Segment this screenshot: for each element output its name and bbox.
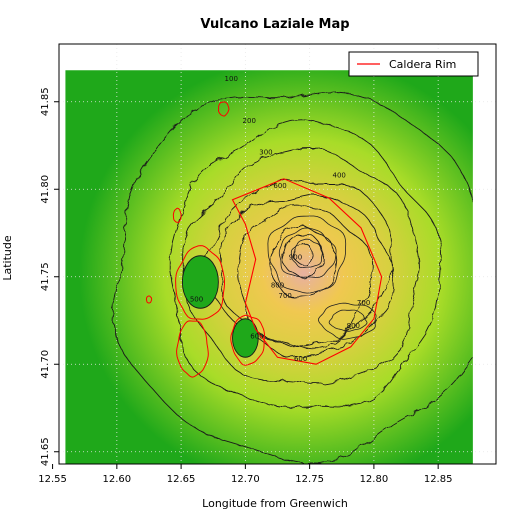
- contour-200: [169, 119, 442, 408]
- contour-label-900: 900: [289, 254, 302, 262]
- y-tick-label-0: 41.65: [40, 437, 51, 466]
- caldera-rim-ring-2: [176, 320, 209, 378]
- contour-label-extra-3: 800: [347, 322, 360, 330]
- contour-label-800: 800: [271, 282, 284, 290]
- caldera-rim-ring-1: [230, 314, 266, 366]
- legend: Caldera Rim: [348, 51, 479, 77]
- x-tick-label-2: 12.65: [167, 474, 196, 485]
- caldera-rim-ring-4: [172, 207, 182, 223]
- plot-frame: [58, 43, 497, 465]
- x-axis-label: Longitude from Greenwich: [202, 497, 348, 510]
- x-tick-label-6: 12.85: [424, 474, 453, 485]
- caldera-rim-ring-5: [145, 295, 153, 304]
- y-tick-label-3: 41.80: [40, 175, 51, 204]
- contour-labels: 100 200 300 400 500 600 700 800 900 600 600 700 800: [190, 75, 370, 363]
- lake-albano: [181, 255, 219, 309]
- contour-label-extra-1: 600: [250, 332, 263, 340]
- x-axis: 12.55 12.60 12.65 12.70 12.75 12.80 12.85: [38, 464, 452, 485]
- contour-peak-3: [318, 302, 377, 340]
- x-tick-label-0: 12.55: [38, 474, 67, 485]
- elevation-surface: [65, 70, 473, 464]
- contour-label-300: 300: [259, 149, 272, 157]
- caldera-rim-line: [231, 178, 383, 365]
- contour-peak-2: [290, 238, 323, 269]
- contour-label-600: 600: [273, 182, 286, 190]
- contour-900: [293, 242, 313, 266]
- y-tick-label-4: 41.85: [40, 87, 51, 116]
- contour-600: [237, 205, 373, 347]
- contour-100: [112, 92, 473, 464]
- contour-label-extra-2: 700: [357, 299, 370, 307]
- contour-300: [181, 147, 420, 385]
- caldera-rim-ring-0: [175, 245, 225, 320]
- y-axis: 41.65 41.70 41.75 41.80 41.85: [40, 87, 59, 466]
- contour-label-500: 500: [190, 296, 203, 304]
- legend-label-caldera-rim: Caldera Rim: [389, 58, 456, 71]
- contour-peak-4: [328, 309, 368, 332]
- contour-peak-0: [278, 227, 337, 278]
- x-tick-label-4: 12.75: [295, 474, 324, 485]
- caldera-rim: [145, 101, 383, 378]
- contour-700: [269, 225, 338, 298]
- x-tick-label-5: 12.80: [360, 474, 389, 485]
- plot-area: 100 200 300 400 500 600 700 800 900 600 600 700 800: [59, 44, 496, 464]
- y-axis-label: Latitude: [1, 235, 14, 281]
- lakes: [181, 255, 259, 358]
- contour-label-200: 200: [243, 117, 256, 125]
- x-tick-label-3: 12.70: [231, 474, 260, 485]
- x-tick-label-1: 12.60: [103, 474, 132, 485]
- contour-label-700: 700: [279, 292, 292, 300]
- contour-peak-1: [267, 215, 347, 294]
- contour-label-100: 100: [225, 75, 238, 83]
- y-tick-label-2: 41.75: [40, 262, 51, 291]
- y-tick-label-1: 41.70: [40, 350, 51, 379]
- contour-label-400: 400: [333, 171, 346, 179]
- caldera-rim-ring-3: [218, 101, 230, 117]
- contour-800: [281, 234, 325, 278]
- lake-nemi: [232, 318, 259, 358]
- contour-label-extra-0: 600: [294, 355, 307, 363]
- chart-title: Vulcano Laziale Map: [200, 17, 349, 32]
